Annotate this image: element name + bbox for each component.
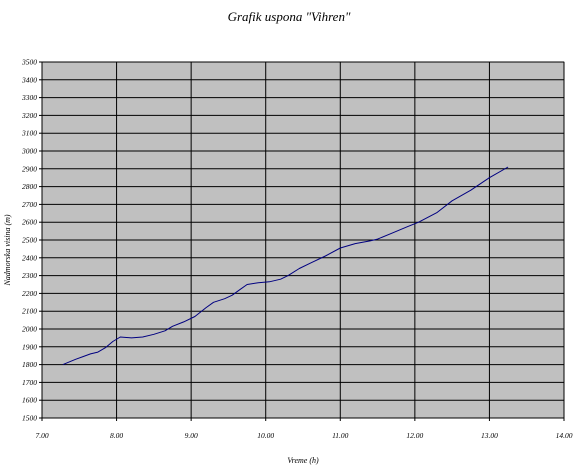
y-axis-label: Nadmorska visina (m) bbox=[3, 214, 12, 286]
x-tick-label: 11.00 bbox=[332, 431, 349, 440]
x-tick-label: 10.00 bbox=[257, 431, 274, 440]
y-tick-label: 2200 bbox=[22, 289, 37, 298]
y-tick-label: 2700 bbox=[22, 200, 37, 209]
y-tick-label: 2600 bbox=[22, 218, 37, 227]
y-tick-label: 2300 bbox=[22, 271, 37, 280]
y-tick-label: 3200 bbox=[21, 111, 37, 120]
y-tick-label: 1900 bbox=[22, 342, 37, 351]
y-tick-label: 3500 bbox=[21, 58, 37, 67]
y-tick-label: 3100 bbox=[21, 129, 37, 138]
y-tick-label: 2100 bbox=[22, 307, 37, 316]
series-line bbox=[62, 166, 509, 366]
chart-title: Grafik uspona "Vihren" bbox=[228, 9, 351, 24]
x-axis-ticks: 7.00 8.00 9.00 10.00 11.00 12.00 13.00 14.00 bbox=[35, 418, 573, 440]
y-tick-label: 1600 bbox=[22, 396, 37, 405]
grid-lines bbox=[41, 61, 565, 419]
x-tick-label: 13.00 bbox=[481, 431, 498, 440]
y-tick-label: 2900 bbox=[22, 164, 37, 173]
series-group bbox=[62, 166, 509, 366]
y-axis-ticks: 1500 1600 1700 1800 1900 2000 2100 2200 2300 2400… bbox=[21, 58, 42, 423]
y-tick-label: 2500 bbox=[22, 236, 37, 245]
x-axis-label: Vreme (h) bbox=[287, 456, 319, 465]
y-tick-label: 1800 bbox=[22, 360, 37, 369]
y-tick-label: 1500 bbox=[22, 414, 37, 423]
y-tick-label: 3300 bbox=[21, 93, 37, 102]
y-tick-label: 3000 bbox=[21, 147, 37, 156]
y-tick-label: 2400 bbox=[22, 253, 37, 262]
x-tick-label: 8.00 bbox=[110, 431, 123, 440]
y-tick-label: 3400 bbox=[21, 75, 37, 84]
x-tick-label: 12.00 bbox=[406, 431, 423, 440]
x-tick-label: 9.00 bbox=[185, 431, 198, 440]
x-tick-label: 14.00 bbox=[556, 431, 573, 440]
x-tick-label: 7.00 bbox=[35, 431, 48, 440]
y-tick-label: 2800 bbox=[22, 182, 37, 191]
y-tick-label: 2000 bbox=[22, 325, 37, 334]
y-tick-label: 1700 bbox=[22, 378, 37, 387]
